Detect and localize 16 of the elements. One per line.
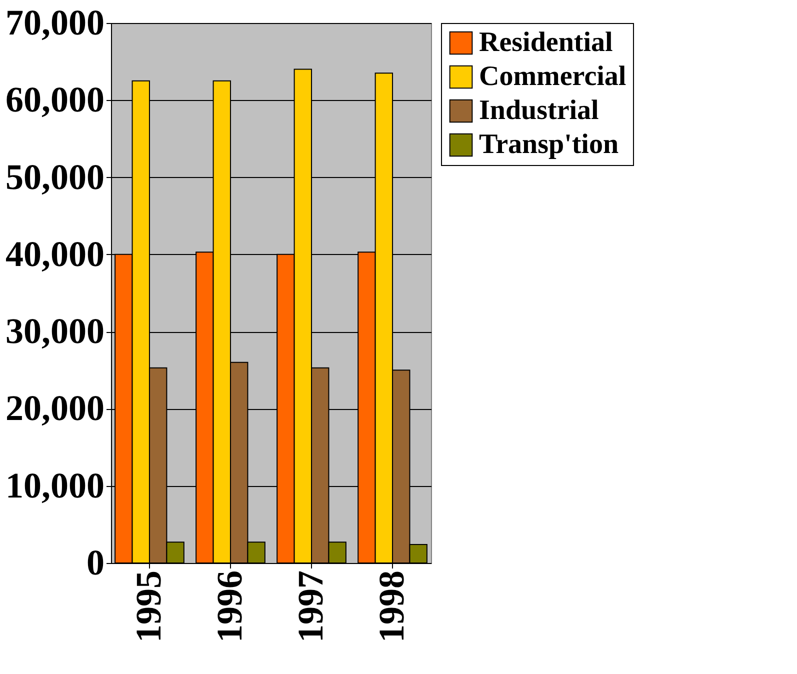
y-tick-label: 70,000 (6, 2, 104, 42)
legend-label: Commercial (479, 61, 626, 92)
x-tick-label: 1998 (372, 570, 412, 642)
x-tick-label: 1995 (128, 570, 168, 642)
y-tick-label: 50,000 (6, 156, 104, 197)
legend-label: Transp'tion (479, 129, 619, 160)
legend-label: Residential (479, 27, 613, 58)
x-tick-label: 1996 (209, 570, 250, 642)
y-tick-label: 60,000 (6, 80, 104, 120)
y-tick-label: 0 (86, 542, 104, 582)
y-tick-label: 10,000 (6, 465, 104, 506)
y-tick-label: 40,000 (6, 234, 104, 274)
x-tick-label: 1997 (290, 570, 331, 642)
y-tick-label: 30,000 (6, 311, 104, 352)
legend-label: Industrial (479, 95, 600, 126)
y-tick-label: 20,000 (6, 388, 104, 428)
